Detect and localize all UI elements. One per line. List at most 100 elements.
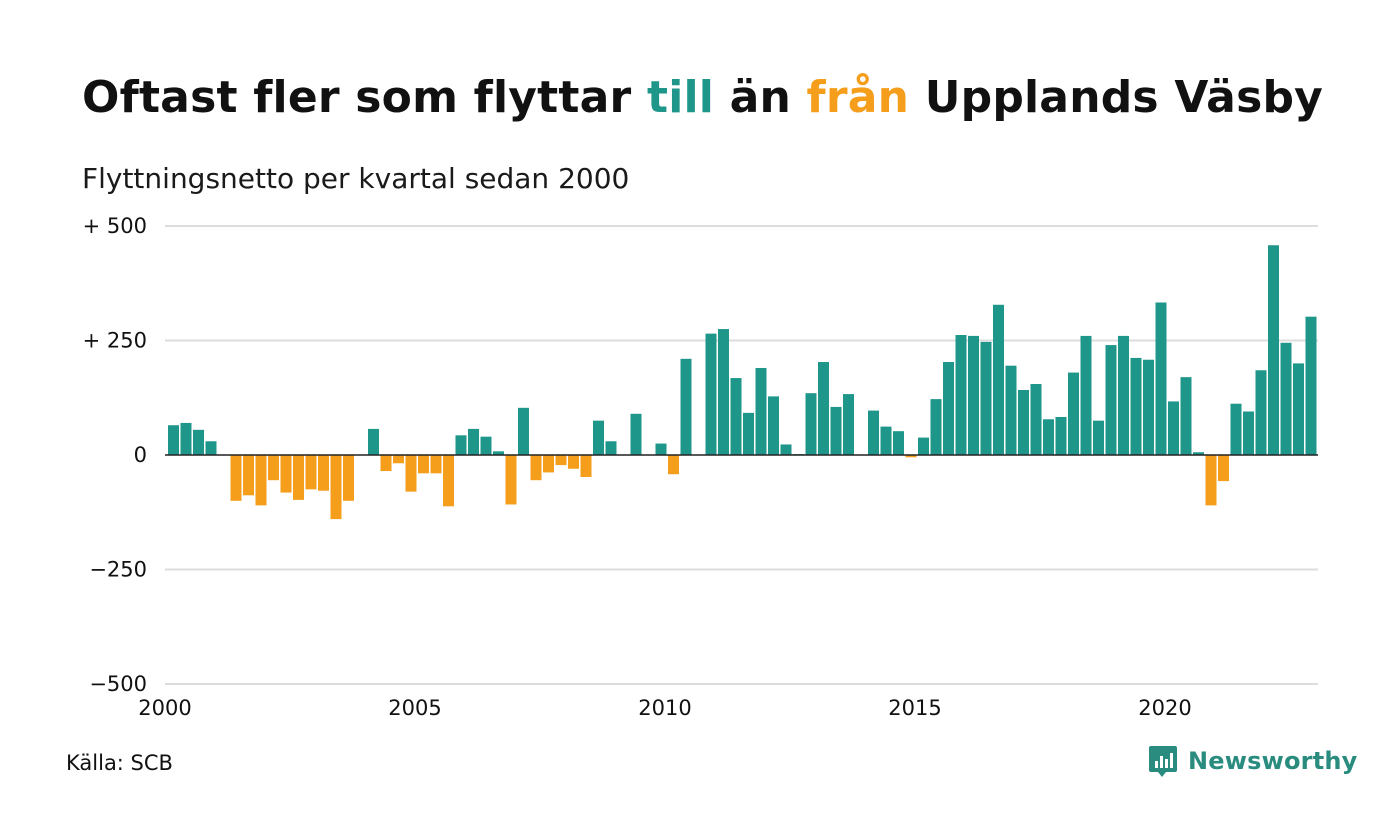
bar [868, 410, 879, 455]
bar [1143, 359, 1154, 455]
bar [543, 455, 554, 473]
bar [1093, 420, 1104, 455]
title-word-till: till [646, 72, 715, 123]
bar [818, 362, 829, 455]
bar [780, 444, 792, 455]
y-tick-label: −500 [89, 672, 147, 696]
bar [730, 378, 742, 455]
grid-lines [165, 225, 1318, 685]
bar [443, 455, 454, 507]
bar [230, 455, 242, 501]
title-part-1: Oftast fler som flyttar [82, 72, 647, 123]
bar [718, 329, 729, 455]
bar [180, 422, 192, 455]
source-text: Källa: SCB [66, 751, 173, 775]
bar [1018, 389, 1029, 455]
bar [805, 393, 817, 455]
bar [843, 394, 854, 455]
brand-name: Newsworthy [1188, 747, 1358, 775]
bar [455, 435, 467, 455]
bar [1205, 455, 1217, 506]
bar [705, 333, 717, 455]
bar [343, 455, 354, 501]
bar [268, 455, 279, 481]
bar [893, 431, 904, 455]
bar [1293, 363, 1304, 455]
bar [168, 425, 179, 455]
bar [518, 407, 529, 455]
bar [318, 455, 329, 491]
bar [480, 436, 492, 455]
bar [1043, 419, 1054, 455]
x-axis-labels: 2000 2005 2010 2015 2020 [138, 696, 1191, 720]
chart-title: Oftast fler som flyttar till än från Upp… [82, 72, 1323, 123]
bar [493, 451, 504, 455]
bar [293, 455, 304, 500]
bar [743, 412, 754, 455]
bar [1068, 372, 1079, 455]
title-part-2: än [714, 72, 807, 123]
newsworthy-logo-icon [1149, 746, 1177, 777]
bar [1268, 245, 1279, 455]
bar [605, 441, 617, 455]
bar [393, 455, 404, 464]
bar [1030, 384, 1042, 455]
bar [768, 396, 779, 455]
x-tick-label: 2015 [888, 696, 941, 720]
bar [580, 455, 592, 477]
bar [755, 367, 767, 455]
y-axis-labels: + 500 + 250 0 −250 −500 [83, 214, 147, 696]
x-tick-label: 2005 [388, 696, 441, 720]
bar [993, 304, 1004, 455]
bar [193, 429, 204, 455]
x-tick-label: 2000 [138, 696, 191, 720]
bar [1168, 401, 1179, 455]
chart-subtitle: Flyttningsnetto per kvartal sedan 2000 [82, 162, 630, 195]
bar [1180, 377, 1192, 455]
bar [468, 428, 479, 455]
bar [1055, 416, 1067, 455]
y-tick-label: + 250 [83, 329, 147, 353]
bar [280, 455, 292, 493]
bar [305, 455, 317, 490]
bar [243, 455, 254, 496]
bar [430, 455, 442, 474]
bar [1005, 365, 1017, 455]
bar [380, 455, 392, 472]
bar [330, 455, 342, 520]
bar [1118, 335, 1129, 455]
bar [905, 455, 917, 458]
bar [1280, 342, 1292, 455]
bar [668, 455, 679, 475]
bar [1243, 411, 1254, 455]
y-tick-label: −250 [89, 558, 147, 582]
bar [1130, 357, 1142, 455]
bar [1155, 302, 1167, 455]
bar [1105, 345, 1117, 455]
brand: Newsworthy [1148, 744, 1358, 778]
bar [255, 455, 267, 506]
bar [368, 428, 379, 455]
bar [943, 362, 954, 455]
x-tick-label: 2010 [638, 696, 691, 720]
bar [630, 413, 642, 455]
bar [1080, 335, 1092, 455]
y-tick-label: 0 [134, 443, 147, 467]
bar-chart: + 500 + 250 0 −250 −500 2000 2005 2010 2015 2020 [83, 214, 1318, 720]
bar [655, 443, 667, 455]
bar [568, 455, 579, 469]
bar [1230, 403, 1242, 455]
y-tick-label: + 500 [83, 214, 147, 238]
bar [505, 455, 517, 505]
bar [1305, 316, 1317, 455]
bar [980, 341, 992, 455]
bar [680, 358, 692, 455]
bar [880, 426, 892, 455]
bar [555, 455, 567, 466]
bar [918, 437, 929, 455]
bars [165, 245, 1318, 520]
bar [1255, 370, 1267, 455]
bar [1218, 455, 1229, 482]
bar [930, 399, 942, 455]
bar [1193, 452, 1204, 455]
